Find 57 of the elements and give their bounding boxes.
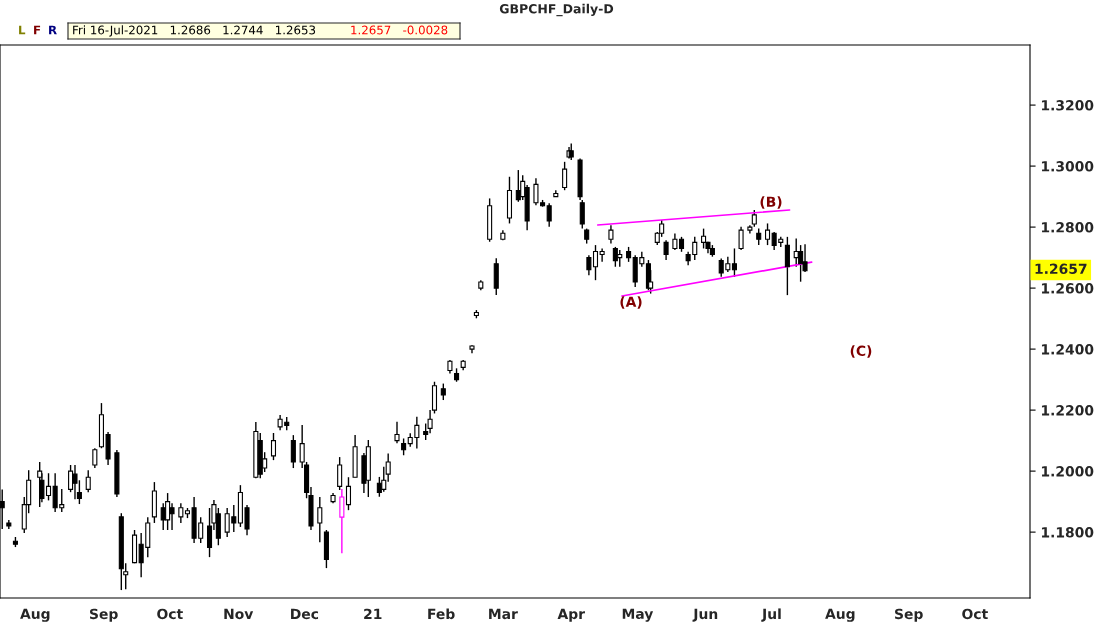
candlestick: [562, 161, 568, 191]
y-tick-label: 1.1800: [1041, 527, 1094, 538]
y-tick-label: 1.2400: [1041, 344, 1094, 355]
candlestick: [612, 246, 618, 268]
candlestick: [579, 199, 585, 230]
candlestick: [764, 222, 771, 246]
candlestick: [85, 469, 91, 493]
y-tick-label: 1.2800: [1041, 222, 1094, 233]
candlestick: [290, 434, 296, 469]
text: F: [34, 25, 41, 35]
x-tick-label: May: [622, 608, 654, 622]
candlestick: [394, 421, 400, 445]
candlestick: [731, 247, 737, 278]
text: 1.2657 -0.0028: [351, 25, 448, 35]
x-tick-label: Jul: [761, 608, 781, 622]
x-tick-label: Oct: [157, 608, 183, 620]
text: Fri 16-Jul-2021 1.2686 1.2744 1.2653: [73, 25, 316, 37]
candlestick: [270, 432, 277, 461]
annotation: (C): [850, 345, 872, 358]
text: L: [19, 25, 26, 35]
y-tick-label: 1.3000: [1041, 161, 1094, 172]
x-tick-label: Jun: [692, 608, 718, 622]
x-tick-label: Nov: [224, 608, 254, 620]
y-tick-label: 1.2000: [1041, 466, 1094, 477]
annotation: (A): [620, 296, 642, 309]
candlestick: [546, 202, 552, 228]
candlestick: [37, 461, 43, 508]
x-tick-label: Feb: [428, 608, 455, 620]
x-tick-label: Sep: [895, 608, 923, 622]
candlestick: [663, 239, 669, 261]
candlestick: [92, 447, 98, 469]
x-tick-label: Oct: [962, 608, 988, 620]
x-tick-label: Apr: [557, 608, 585, 622]
x-tick-label: Aug: [20, 608, 50, 622]
x-tick-label: Dec: [291, 608, 319, 620]
candlestick: [178, 502, 184, 524]
text: 1.2657: [1035, 263, 1087, 275]
candlestick: [165, 492, 171, 531]
x-tick-label: 21: [364, 608, 382, 619]
candlestick: [701, 227, 707, 250]
x-tick-label: Sep: [89, 608, 118, 622]
chart-title: GBPCHF_Daily-D: [499, 3, 614, 17]
annotation: (B): [760, 196, 782, 209]
x-tick-label: Mar: [489, 608, 518, 620]
y-tick-label: 1.3200: [1041, 100, 1094, 111]
candlestick: [72, 464, 78, 500]
text: R: [49, 25, 57, 35]
y-tick-label: 1.2200: [1041, 405, 1094, 416]
candlestick: [608, 224, 614, 245]
candlestick: [339, 488, 345, 554]
candlestick: [345, 476, 352, 511]
y-tick-label: 1.2600: [1041, 283, 1094, 294]
x-tick-label: Aug: [825, 608, 855, 622]
candlestick: [738, 226, 744, 251]
candlestick: [317, 496, 323, 543]
candlestick: [784, 236, 790, 296]
candlestick: [169, 502, 175, 531]
